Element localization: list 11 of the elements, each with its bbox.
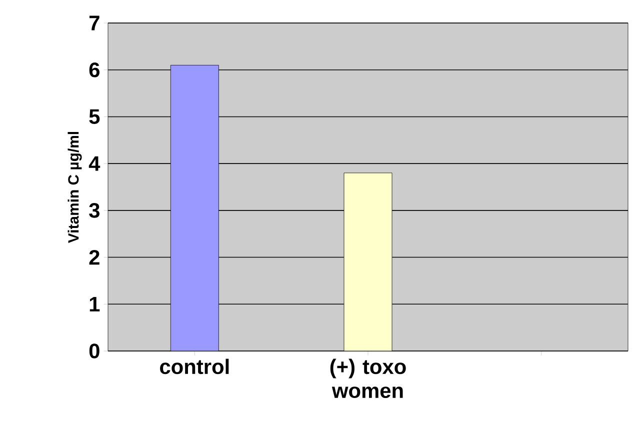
y-tick-label: 2	[89, 250, 100, 265]
y-axis-title: Vitamin C µg/ml	[68, 132, 82, 243]
y-tick-label: 6	[89, 62, 100, 78]
y-tick-label: 5	[89, 109, 100, 124]
y-tick-label: 1	[90, 296, 100, 312]
y-tick-label: 4	[88, 156, 100, 171]
y-tick-label: 3	[89, 203, 100, 218]
y-tick-label: 0	[89, 344, 100, 358]
y-tick-label: 7	[90, 16, 100, 30]
x-tick-label: control	[160, 358, 229, 374]
x-tick-label: (+) toxo women	[330, 358, 406, 398]
